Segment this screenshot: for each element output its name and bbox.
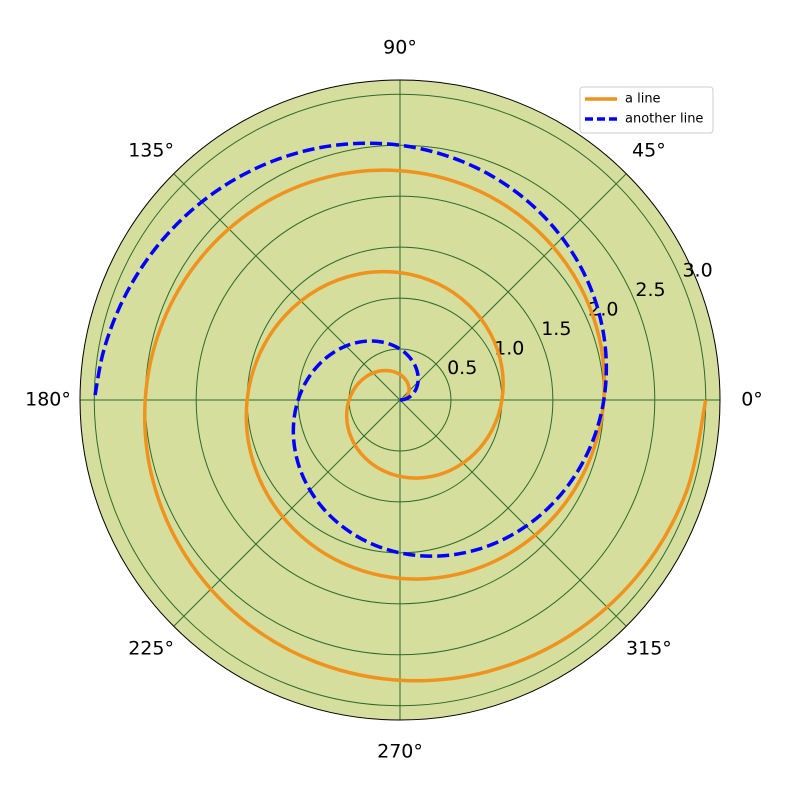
r-tick-label: 0.5 bbox=[447, 357, 477, 379]
grid-spoke bbox=[399, 173, 627, 401]
r-tick-label: 3.0 bbox=[682, 260, 712, 282]
theta-tick-label: 45° bbox=[632, 140, 666, 162]
legend-label: a line bbox=[625, 92, 661, 107]
legend-label: another line bbox=[625, 112, 703, 127]
theta-tick-label: 225° bbox=[128, 637, 174, 659]
r-tick-label: 1.5 bbox=[541, 318, 571, 340]
r-tick-label: 2.5 bbox=[635, 279, 665, 301]
theta-tick-label: 315° bbox=[626, 637, 672, 659]
grid-spoke bbox=[173, 173, 401, 401]
legend: a line another line bbox=[579, 86, 714, 134]
polar-spine bbox=[79, 79, 721, 721]
theta-tick-label: 135° bbox=[128, 140, 174, 162]
r-tick-label: 1.0 bbox=[494, 338, 524, 360]
theta-tick-label: 270° bbox=[377, 741, 423, 763]
theta-tick-label: 90° bbox=[383, 37, 417, 59]
theta-tick-label: 0° bbox=[741, 389, 763, 411]
grid-spoke bbox=[399, 399, 627, 627]
theta-tick-label: 180° bbox=[25, 389, 71, 411]
series-line bbox=[142, 168, 708, 683]
